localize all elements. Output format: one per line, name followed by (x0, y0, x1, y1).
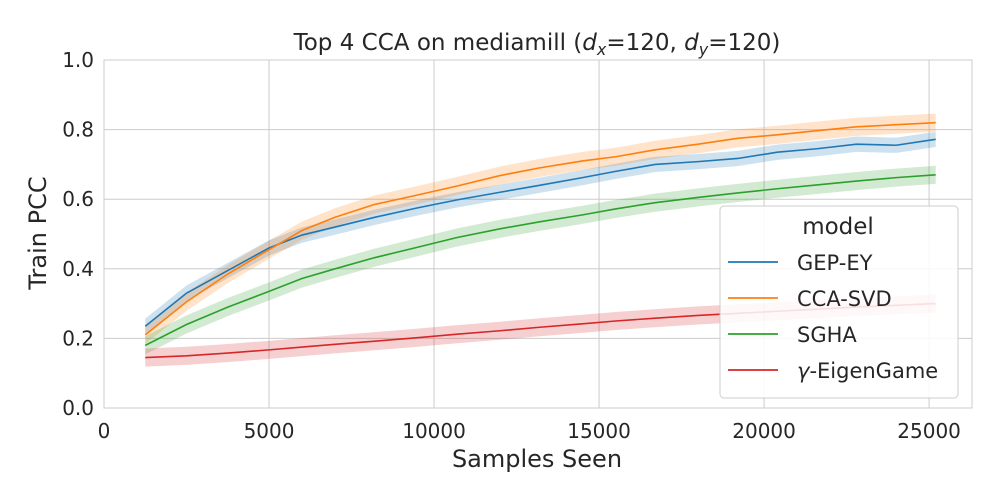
chart-title-eq2: =120) (708, 30, 780, 56)
legend-label: CCA-SVD (797, 287, 892, 311)
y-axis-label: Train PCC (24, 176, 52, 290)
y-tick-label: 0.2 (62, 326, 94, 350)
x-tick-label: 20000 (732, 419, 796, 443)
x-tick-label: 5000 (244, 419, 295, 443)
y-tick-label: 0.0 (62, 396, 94, 420)
legend-label: GEP-EY (797, 251, 873, 275)
series-band-2 (145, 165, 936, 355)
legend-label: SGHA (797, 323, 857, 347)
x-tick-label: 25000 (897, 419, 961, 443)
x-tick-label: 15000 (567, 419, 631, 443)
series-band-1 (145, 113, 936, 344)
legend-box (719, 205, 959, 399)
y-tick-labels: 0.0 0.2 0.4 0.6 0.8 1.0 (62, 48, 94, 420)
chart-title-var1: d (582, 30, 597, 56)
x-tick-label: 0 (98, 419, 111, 443)
series-band-0 (145, 131, 936, 334)
chart-title: Top 4 CCA on mediamill (dx=120, dy=120) (293, 30, 781, 59)
x-tick-labels: 0 5000 10000 15000 20000 25000 (98, 419, 961, 443)
y-tick-label: 0.4 (62, 257, 94, 281)
legend-label: γ-EigenGame (797, 359, 938, 383)
plot-frame (103, 59, 973, 409)
legend: model GEP-EY CCA-SVD SGHA γ-EigenGame (719, 205, 959, 399)
chart-title-sub1: x (596, 40, 607, 59)
y-tick-label: 1.0 (62, 48, 94, 72)
legend-items: GEP-EY CCA-SVD SGHA γ-EigenGame (728, 251, 938, 383)
chart-title-eq1: =120, (606, 30, 684, 56)
chart-title-var2: d (684, 30, 699, 56)
legend-label-gamma: γ (797, 359, 811, 383)
y-tick-label: 0.8 (62, 118, 94, 142)
x-tick-label: 10000 (402, 419, 466, 443)
chart-title-prefix: Top 4 CCA on mediamill ( (293, 30, 583, 56)
legend-title: model (802, 214, 874, 240)
legend-label-text: -EigenGame (809, 359, 938, 383)
y-tick-label: 0.6 (62, 187, 94, 211)
chart-title-sub2: y (698, 40, 709, 59)
series-line-2 (144, 174, 936, 347)
x-axis-label: Samples Seen (452, 445, 622, 473)
series-line-1 (144, 121, 936, 336)
